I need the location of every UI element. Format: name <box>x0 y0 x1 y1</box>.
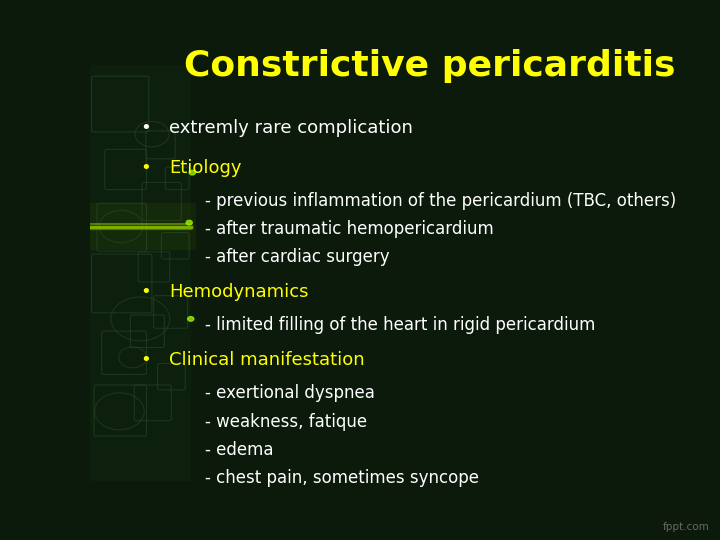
Text: •: • <box>140 119 151 137</box>
Text: - after cardiac surgery: - after cardiac surgery <box>205 248 390 266</box>
Text: - weakness, fatique: - weakness, fatique <box>205 413 367 430</box>
Circle shape <box>188 316 194 321</box>
Text: - edema: - edema <box>205 441 274 458</box>
Bar <box>90 204 197 249</box>
Text: •: • <box>140 159 151 177</box>
Circle shape <box>189 170 195 175</box>
Text: •: • <box>140 351 151 369</box>
Text: extremly rare complication: extremly rare complication <box>169 119 413 137</box>
Text: - chest pain, sometimes syncope: - chest pain, sometimes syncope <box>205 469 480 487</box>
Text: •: • <box>140 283 151 301</box>
Text: - limited filling of the heart in rigid pericardium: - limited filling of the heart in rigid … <box>205 316 595 334</box>
Text: Clinical manifestation: Clinical manifestation <box>169 351 365 369</box>
Bar <box>90 65 191 481</box>
Text: fppt.com: fppt.com <box>662 522 709 532</box>
Text: Constrictive pericarditis: Constrictive pericarditis <box>184 49 675 83</box>
Text: - exertional dyspnea: - exertional dyspnea <box>205 384 375 402</box>
Text: Hemodynamics: Hemodynamics <box>169 283 309 301</box>
Text: Etiology: Etiology <box>169 159 242 177</box>
Text: - previous inflammation of the pericardium (TBC, others): - previous inflammation of the pericardi… <box>205 192 677 210</box>
Text: - after traumatic hemopericardium: - after traumatic hemopericardium <box>205 220 494 238</box>
Circle shape <box>186 220 192 225</box>
